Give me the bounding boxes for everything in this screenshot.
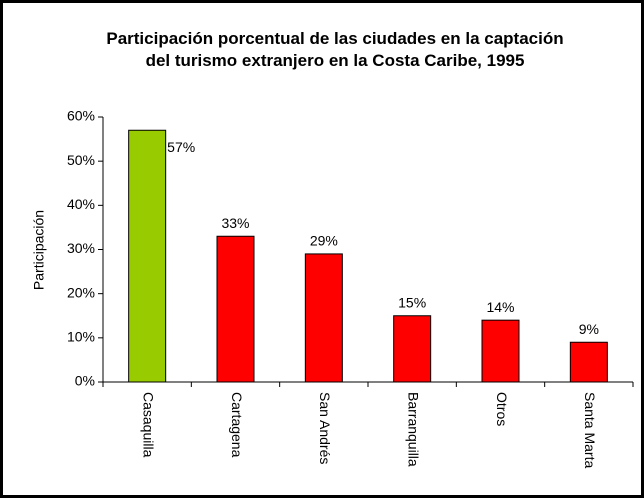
bar	[393, 315, 432, 383]
bar	[216, 235, 255, 383]
y-tick-label: 30%	[67, 240, 95, 256]
x-tick-label: Cartagena	[229, 392, 245, 458]
x-tick-label: Casaquilla	[140, 392, 156, 458]
data-label: 14%	[486, 299, 514, 315]
y-tick-label: 60%	[67, 108, 95, 124]
bar	[481, 319, 520, 383]
x-tick-label: Barranquilla	[405, 392, 421, 467]
x-tick-label: San Andrés	[317, 392, 333, 464]
y-tick-label: 40%	[67, 196, 95, 212]
y-tick-label: 0%	[75, 373, 95, 389]
chart-title: Participación porcentual de las ciudades…	[106, 29, 564, 70]
y-tick-label: 10%	[67, 329, 95, 345]
x-tick-label: Otros	[494, 392, 510, 426]
y-axis-label: Participación	[31, 210, 47, 290]
y-tick-label: 50%	[67, 152, 95, 168]
data-label: 33%	[221, 215, 249, 231]
data-label: 15%	[398, 294, 426, 310]
data-label: 57%	[167, 139, 195, 155]
bar	[569, 341, 608, 383]
data-label: 29%	[310, 233, 338, 249]
bar	[128, 129, 167, 383]
x-tick-label: Santa Marta	[582, 392, 598, 468]
bar	[304, 253, 343, 383]
data-label: 9%	[579, 321, 599, 337]
y-tick-label: 20%	[67, 284, 95, 300]
